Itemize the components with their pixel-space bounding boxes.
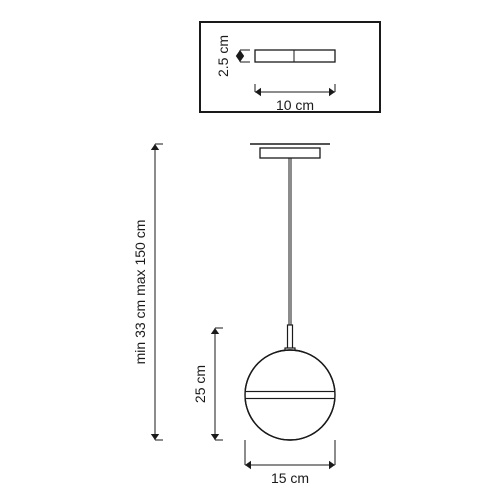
pendant-lamp: min 33 cm max 150 cm 25 cm 15 cm bbox=[132, 144, 345, 486]
ceiling-mount-detail: 10 cm 2.5 cm bbox=[200, 22, 380, 113]
dimension-label: 15 cm bbox=[271, 470, 309, 486]
dimension-label: 25 cm bbox=[192, 365, 208, 403]
dimension-label: 2.5 cm bbox=[215, 35, 231, 77]
diagram-stage: 10 cm 2.5 cm min 33 cm max 150 cm 25 cm 15 c… bbox=[0, 0, 500, 500]
dimension-label: min 33 cm max 150 cm bbox=[132, 220, 148, 365]
technical-drawing: 10 cm 2.5 cm min 33 cm max 150 cm 25 cm 15 c… bbox=[0, 0, 500, 500]
dimension-label: 10 cm bbox=[276, 97, 314, 113]
